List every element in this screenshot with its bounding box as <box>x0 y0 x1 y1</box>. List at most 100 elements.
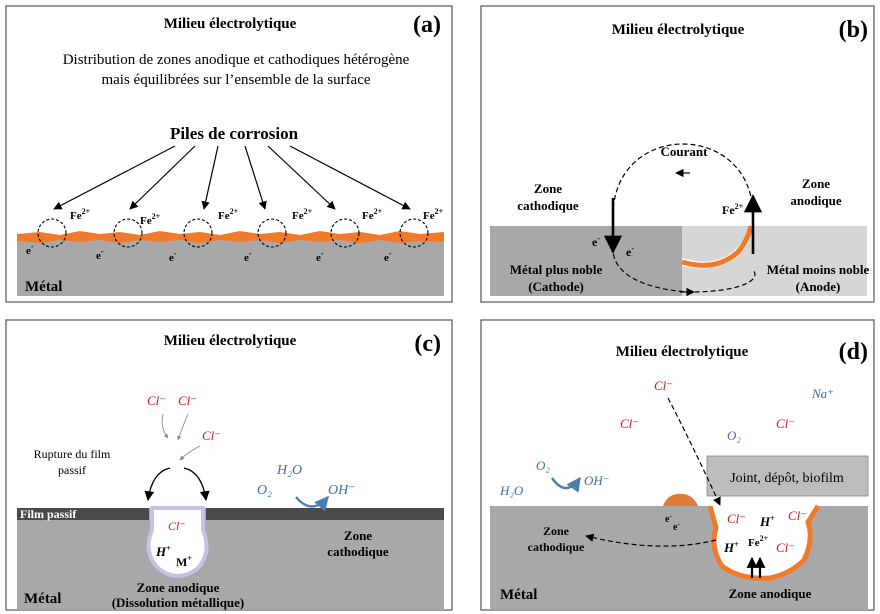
panel-b-current-label: Courant <box>661 144 709 159</box>
panel-a-electron: e- <box>384 249 392 264</box>
panel-c-cathode-line1: Zone <box>344 528 372 543</box>
panel-d-chloride: Cl⁻ <box>654 378 673 393</box>
panel-d-cathodic-reaction-arrow <box>551 476 581 493</box>
panel-a-pile-arrows <box>53 145 411 210</box>
panel-c-chloride: Cl⁻ <box>147 393 166 408</box>
panel-c-medium-label: Milieu électrolytique <box>164 333 297 349</box>
panel-c-anode-line1: Zone anodique <box>137 580 220 595</box>
panel-d-letter: (d) <box>839 339 868 365</box>
panel-d-crevice-rust <box>707 504 821 581</box>
panel-a-metal-label: Métal <box>25 279 62 295</box>
panel-d-chloride-in-crevice: Cl⁻ <box>788 508 807 523</box>
panel-d-sodium: Na⁺ <box>811 386 834 401</box>
panel-a-electron: e- <box>244 249 252 264</box>
panel-d-medium-label: Milieu électrolytique <box>616 344 749 360</box>
panel-a-metal <box>17 236 444 296</box>
panel-b-less-noble-label-line2: (Anode) <box>796 279 841 294</box>
panel-c-pit <box>146 506 209 578</box>
panel-d-chloride-migration-arrow <box>667 397 721 506</box>
panel-c-metal-label: Métal <box>24 591 61 607</box>
panel-c-hydroxide: OH⁻ <box>328 483 356 498</box>
panel-d-hydroxide: OH⁻ <box>584 473 610 488</box>
panel-d-proton: H+ <box>759 514 775 529</box>
panel-a-description-line1: Distribution de zones anodique et cathod… <box>63 52 410 68</box>
panel-d-deposit <box>663 493 698 506</box>
panel-d-electron: e- <box>673 520 680 533</box>
panel-b-current-loop-top <box>612 143 754 217</box>
panel-d-fe-ion: Fe2+ <box>748 534 769 549</box>
panel-d-anode-label: Zone anodique <box>729 586 812 601</box>
panel-d-oxygen-top: O₂ <box>727 428 741 443</box>
panel-a-rust-layer <box>17 231 444 243</box>
panel-c-cathodic-reaction-arrow <box>295 495 329 512</box>
panel-c-chloride-in-pit: Cl⁻ <box>168 519 186 533</box>
panel-d-chloride-in-crevice: Cl⁻ <box>776 540 795 555</box>
panel-c-chloride: Cl⁻ <box>178 393 197 408</box>
panel-a-electron: e- <box>96 247 104 262</box>
panel-c: Milieu électrolytique (c) Cl⁻ Cl⁻ Cl⁻ Cl… <box>5 319 453 611</box>
panel-b-letter: (b) <box>839 17 868 43</box>
panel-d-oxygen: O₂ <box>536 458 550 473</box>
panel-c-letter: (c) <box>414 331 441 357</box>
panel-a-fe-ion: Fe2+ <box>292 207 313 222</box>
panel-b-rust <box>681 225 754 268</box>
panel-b-fe-ion: Fe2+ <box>722 202 744 217</box>
panel-d-electron: e- <box>665 512 672 525</box>
panel-a-fe-ion: Fe2+ <box>70 207 91 222</box>
panel-d: Milieu électrolytique (d) Cl⁻ Cl⁻ Cl⁻ Na… <box>480 319 875 611</box>
panel-a-description-line2: mais équilibrées sur l’ensemble de la su… <box>101 72 370 88</box>
panel-d-joint-block <box>706 455 869 497</box>
panel-a-medium-label: Milieu électrolytique <box>164 16 297 32</box>
panel-c-chloride: Cl⁻ <box>202 428 221 443</box>
panel-d-proton: H+ <box>723 540 739 555</box>
panel-b-noble-label-line1: Métal plus noble <box>510 262 603 277</box>
panel-b-electron-left: e- <box>592 234 600 249</box>
panel-d-cathode-line1: Zone <box>543 524 570 538</box>
panel-d-electron-flow-arrow <box>585 533 717 547</box>
panel-a-current-loops <box>37 218 429 248</box>
panel-b-cathode-zone-line2: cathodique <box>517 198 579 213</box>
panel-c-film-label: Film passif <box>20 507 77 521</box>
panel-b-less-noble-label-line1: Métal moins noble <box>767 262 870 277</box>
panel-d-cathode-line2: cathodique <box>528 540 585 554</box>
panel-d-crevice <box>710 506 818 579</box>
panel-a-fe-ions: Fe2+ Fe2+ Fe2+ Fe2+ Fe2+ Fe2+ <box>70 207 444 227</box>
panel-a-electron: e- <box>169 249 177 264</box>
panel-a-electron: e- <box>26 242 34 257</box>
panel-a-fe-ion: Fe2+ <box>218 207 239 222</box>
panel-a-fe-ion: Fe2+ <box>423 207 444 222</box>
panel-c-metal <box>17 508 444 610</box>
panel-c-chloride-paths <box>161 413 201 461</box>
panel-c-rupture-arrow-left <box>144 467 171 501</box>
panel-c-metal-ion: M+ <box>176 554 192 569</box>
panel-d-chloride: Cl⁻ <box>620 416 639 431</box>
panel-d-joint-label: Joint, dépôt, biofilm <box>730 471 844 486</box>
panel-c-water: H₂O <box>276 463 302 478</box>
panel-a-fe-ion: Fe2+ <box>362 207 383 222</box>
panel-a: Milieu électrolytique (a) Distribution d… <box>5 5 453 303</box>
panel-c-rupture-line1: Rupture du film <box>34 447 111 461</box>
panel-a-electrons: e- e- e- e- e- e- <box>26 242 392 264</box>
panel-b-medium-label: Milieu électrolytique <box>612 22 745 38</box>
panel-b-anode-zone-line1: Zone <box>802 176 830 191</box>
panel-b-cathode-zone-line1: Zone <box>534 181 562 196</box>
panel-d-chloride: Cl⁻ <box>776 416 795 431</box>
panel-c-rupture-arrow-right <box>183 467 210 501</box>
panel-b-electron-right: e- <box>626 244 634 259</box>
panel-b: Milieu électrolytique (b) Courant Zone c… <box>480 5 875 303</box>
panel-a-electron: e- <box>316 249 324 264</box>
panel-a-letter: (a) <box>413 12 441 38</box>
panel-c-proton: H+ <box>155 544 171 559</box>
panel-b-anode-zone-line2: anodique <box>790 193 842 208</box>
panel-c-cathode-line2: cathodique <box>327 544 389 559</box>
panel-c-passive-film-right <box>206 508 444 520</box>
panel-c-oxygen: O₂ <box>257 483 272 498</box>
panel-d-water: H₂O <box>499 483 524 498</box>
panel-b-noble-label-line2: (Cathode) <box>528 279 584 294</box>
panel-d-chloride-in-crevice: Cl⁻ <box>727 511 746 526</box>
panel-c-rupture-line2: passif <box>58 463 86 477</box>
panel-a-piles-label: Piles de corrosion <box>170 124 299 143</box>
panel-c-passive-film-left <box>17 508 149 520</box>
panel-a-fe-ion: Fe2+ <box>140 212 161 227</box>
